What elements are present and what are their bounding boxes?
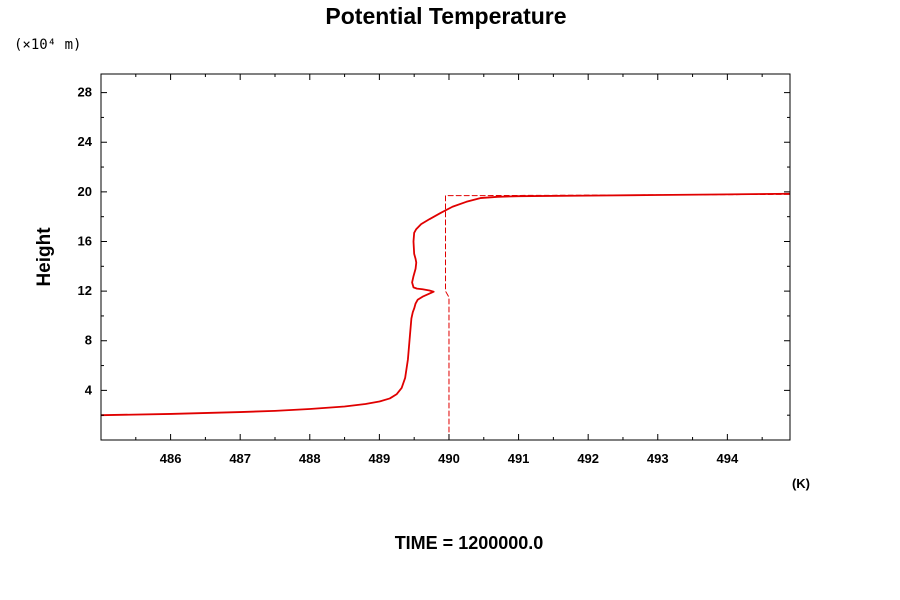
y-tick-label: 8: [85, 333, 92, 348]
y-tick-label: 24: [78, 134, 93, 149]
y-tick-label: 4: [85, 382, 93, 397]
x-tick-label: 492: [577, 451, 599, 466]
x-tick-label: 490: [438, 451, 460, 466]
x-tick-label: 494: [717, 451, 739, 466]
x-tick-label: 491: [508, 451, 530, 466]
reference-dashed-line: [445, 193, 790, 440]
y-tick-label: 12: [78, 283, 92, 298]
x-unit-label: (K): [792, 476, 810, 491]
y-tick-label: 28: [78, 85, 92, 100]
temperature-profile-line: [101, 192, 790, 417]
ticks-layer: 486 487 488 489 490 491 492 493 494 4 8 12 16 20 24 28: [78, 74, 790, 466]
time-footer: TIME = 1200000.0: [395, 533, 544, 553]
y-tick-label: 20: [78, 184, 92, 199]
x-tick-label: 488: [299, 451, 321, 466]
y-unit-label: (×10⁴ m): [14, 37, 81, 53]
x-tick-label: 489: [369, 451, 391, 466]
chart-title: Potential Temperature: [325, 3, 566, 29]
x-tick-label: 486: [160, 451, 182, 466]
x-tick-label: 487: [229, 451, 251, 466]
y-axis-label: Height: [34, 227, 55, 287]
series-layer: [101, 192, 790, 440]
x-tick-label: 493: [647, 451, 669, 466]
y-tick-label: 16: [78, 233, 92, 248]
plot-frame: [100, 73, 791, 441]
